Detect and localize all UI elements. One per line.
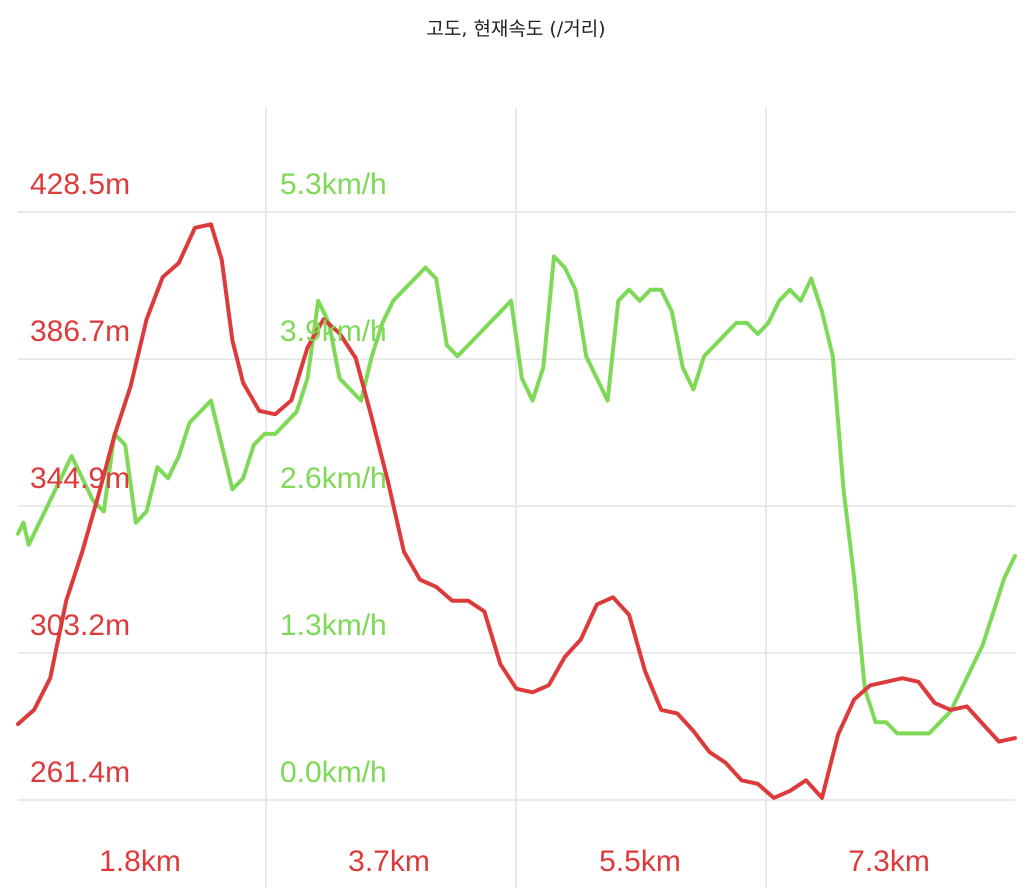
x-tick-label-3: 7.3km bbox=[848, 845, 930, 878]
elevation-tick-label-0: 261.4m bbox=[30, 756, 130, 789]
speed-line bbox=[16, 254, 1017, 736]
series-lines bbox=[16, 222, 1017, 800]
elevation-tick-label-1: 303.2m bbox=[30, 609, 130, 642]
speed-tick-label-0: 0.0km/h bbox=[280, 756, 387, 789]
speed-tick-label-1: 1.3km/h bbox=[280, 609, 387, 642]
speed-tick-label-2: 2.6km/h bbox=[280, 462, 387, 495]
x-tick-label-1: 3.7km bbox=[348, 845, 430, 878]
x-tick-label-2: 5.5km bbox=[599, 845, 681, 878]
tick-labels: 261.4m 303.2m 344.9m 386.7m 428.5m 0.0km/h 1.3… bbox=[30, 168, 930, 878]
speed-tick-label-3: 3.9km/h bbox=[280, 315, 387, 348]
chart-title: 고도, 현재속도 (/거리) bbox=[426, 18, 606, 40]
x-tick-label-0: 1.8km bbox=[99, 845, 181, 878]
elevation-line bbox=[16, 222, 1017, 800]
elevation-tick-label-4: 428.5m bbox=[30, 168, 130, 201]
speed-tick-label-4: 5.3km/h bbox=[280, 168, 387, 201]
elevation-tick-label-2: 344.9m bbox=[30, 462, 130, 495]
grid-lines bbox=[18, 108, 1015, 888]
elevation-tick-label-3: 386.7m bbox=[30, 315, 130, 348]
